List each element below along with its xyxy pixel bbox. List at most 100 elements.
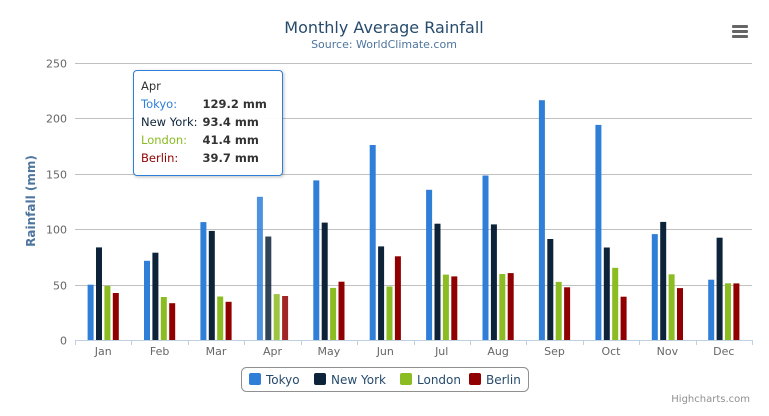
x-tick-label: Oct [601,345,621,358]
bar-tokyo[interactable] [708,279,715,340]
bar-tokyo[interactable] [651,234,658,340]
credits-link[interactable]: Highcharts.com [671,394,750,405]
bar-tokyo[interactable] [426,189,433,340]
tooltip-label: New York: [141,115,198,129]
bar-berlin[interactable] [451,276,458,340]
tooltip-label: Berlin: [141,151,179,165]
bar-berlin[interactable] [564,287,571,340]
legend-box [241,367,529,392]
bar-tokyo[interactable] [256,196,263,340]
bar-london[interactable] [442,274,449,340]
bar-new-york[interactable] [490,224,497,340]
bar-tokyo[interactable] [87,284,94,340]
legend-item-tokyo[interactable]: Tokyo [249,373,300,387]
bar-tokyo[interactable] [595,124,602,341]
tooltip-label: London: [141,133,188,147]
tooltip-header: Apr [141,79,161,93]
x-tick-label: Apr [263,345,283,358]
tooltip: Apr Tokyo: 129.2 mm New York: 93.4 mm Lond… [133,70,283,176]
bar-berlin[interactable] [112,293,119,340]
bar-new-york[interactable] [378,246,385,340]
tooltip-label: Tokyo: [141,97,178,111]
x-tick-label: Aug [487,345,508,358]
x-tick-label: Mar [206,345,227,358]
bar-new-york[interactable] [265,236,272,341]
bar-berlin[interactable] [620,296,627,340]
legend-label: New York [331,373,386,387]
legend-label: Tokyo [265,373,300,387]
bar-new-york[interactable] [660,221,667,340]
bar-berlin[interactable] [507,273,514,340]
y-axis-title: Rainfall (mm) [24,155,38,247]
bar-berlin[interactable] [225,301,232,340]
tooltip-value: 41.4 mm [202,133,259,147]
hamburger-menu-icon[interactable] [732,25,748,38]
bar-new-york[interactable] [547,239,554,340]
x-tick-label: May [318,345,341,358]
bar-new-york[interactable] [434,223,441,340]
legend-item-london[interactable]: London [400,373,461,387]
bar-london[interactable] [217,296,224,341]
bar-london[interactable] [612,267,619,340]
legend: Tokyo New York London Berlin [241,367,529,392]
bar-berlin[interactable] [394,256,401,340]
legend-symbol [400,373,412,385]
x-tick-label: Feb [150,345,169,358]
bar-tokyo[interactable] [482,175,489,341]
bar-london[interactable] [386,286,393,341]
tooltip-row: New York: 93.4 mm [141,115,269,133]
bar-london[interactable] [725,283,731,340]
bar-tokyo[interactable] [144,260,150,340]
x-tick-label: Jul [434,345,448,358]
bar-new-york[interactable] [716,237,723,340]
y-tick-label: 50 [53,280,67,293]
bar-new-york[interactable] [152,252,159,340]
bar-berlin[interactable] [677,288,683,340]
bar-london[interactable] [555,281,562,340]
y-tick-label: 0 [60,335,67,348]
bar-tokyo[interactable] [313,180,320,340]
bar-london[interactable] [160,297,167,340]
x-tick-label: Dec [713,345,734,358]
legend-symbol [249,373,261,385]
y-tick-label: 100 [46,224,67,237]
tooltip-row: London: 41.4 mm [141,133,269,151]
bar-london[interactable] [499,274,506,340]
tooltip-table: Tokyo: 129.2 mm New York: 93.4 mm London: 4… [141,97,269,169]
y-tick-label: 250 [46,58,67,71]
bar-berlin[interactable] [169,303,176,340]
bar-tokyo[interactable] [200,222,207,340]
legend-symbol [469,373,481,385]
y-tick-label: 200 [46,113,67,126]
x-tick-label: Jan [94,345,112,358]
bar-london[interactable] [104,285,111,340]
bar-new-york[interactable] [603,247,610,341]
tooltip-value: 39.7 mm [202,151,259,165]
bar-berlin[interactable] [338,281,345,340]
bar-london[interactable] [273,294,280,340]
bar-new-york[interactable] [321,222,328,340]
legend-label: Berlin [486,373,521,387]
y-tick-label: 150 [46,169,67,182]
bar-london[interactable] [668,274,675,340]
legend-symbol [314,373,326,385]
bar-tokyo[interactable] [538,100,545,340]
legend-item-berlin[interactable]: Berlin [469,373,521,387]
bar-london[interactable] [330,287,337,340]
chart-subtitle: Source: WorldClimate.com [311,38,457,51]
bar-berlin[interactable] [733,283,740,340]
x-tick-label: Sep [544,345,565,358]
legend-item-new-york[interactable]: New York [314,373,386,387]
tooltip-row: Berlin: 39.7 mm [141,151,269,169]
x-tick-label: Jun [376,345,394,358]
bar-new-york[interactable] [208,230,215,340]
bar-tokyo[interactable] [369,145,376,340]
legend-label: London [417,373,461,387]
x-tick-label: Nov [657,345,679,358]
tooltip-value: 129.2 mm [202,97,267,111]
chart-title: Monthly Average Rainfall [284,18,483,37]
bar-berlin[interactable] [282,296,289,340]
bar-new-york[interactable] [96,247,102,340]
tooltip-row: Tokyo: 129.2 mm [141,97,269,115]
